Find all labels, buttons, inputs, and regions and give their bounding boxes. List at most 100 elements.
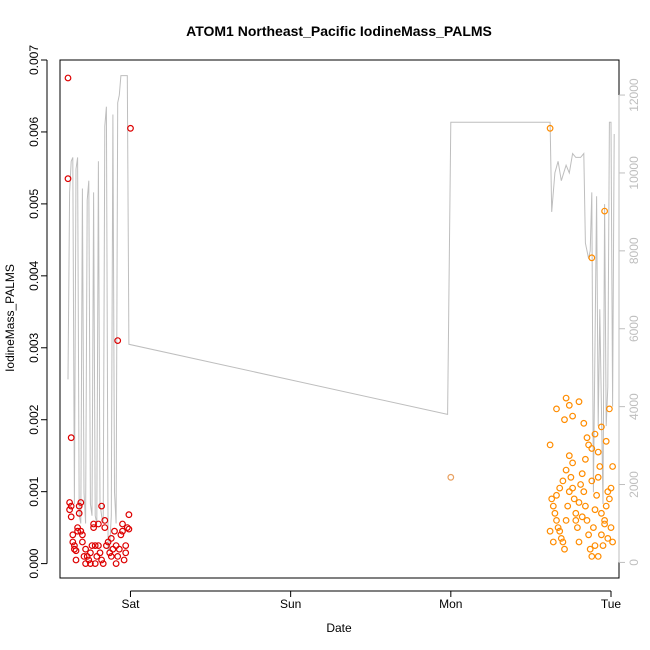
data-point-2-57 (609, 538, 616, 546)
data-point-2-7 (565, 401, 573, 409)
data-point-2-4 (562, 394, 570, 402)
y2-tick-label-2: 4000 (627, 393, 641, 420)
data-point-2-5 (553, 405, 560, 413)
y2-tick-label-1: 2000 (627, 471, 641, 498)
data-point-2-70 (585, 441, 592, 449)
data-point-0-40 (98, 556, 105, 564)
data-point-2-54 (604, 488, 612, 496)
data-point-0-37 (94, 520, 102, 528)
data-point-0-54 (115, 545, 123, 553)
data-point-0-33 (91, 542, 99, 549)
data-point-2-55 (606, 495, 613, 503)
data-point-2-16 (602, 437, 610, 445)
data-point-2-11 (583, 434, 591, 442)
data-point-2-77 (607, 484, 615, 492)
y2-tick-label-0: 0 (627, 559, 641, 566)
data-point-0-31 (90, 524, 97, 531)
data-point-2-42 (585, 531, 592, 539)
data-point-2-26 (559, 538, 567, 546)
data-point-0-2 (67, 434, 75, 442)
data-point-0-16 (74, 524, 81, 531)
data-point-2-45 (590, 524, 597, 531)
data-point-0-1 (64, 175, 72, 183)
data-point-0-17 (75, 509, 83, 517)
data-point-2-37 (577, 481, 584, 488)
data-point-0-14 (72, 556, 80, 564)
plot-frame (59, 59, 620, 579)
data-point-0-59 (122, 549, 130, 557)
data-point-0-25 (82, 545, 89, 553)
altitude-line (67, 75, 615, 551)
data-points-layer (64, 74, 616, 567)
data-point-2-33 (570, 495, 578, 503)
x-tick-label-0: Sat (121, 597, 140, 611)
data-point-2-41 (583, 517, 591, 524)
data-point-0-47 (107, 553, 115, 560)
y2-tick-label-4: 8000 (627, 237, 641, 264)
data-point-0-13 (72, 547, 80, 555)
data-point-2-29 (564, 502, 572, 510)
y-tick-label-2: 0.002 (27, 404, 41, 434)
data-point-2-58 (546, 527, 554, 535)
data-point-2-8 (569, 412, 576, 420)
data-point-0-50 (111, 527, 118, 535)
data-point-0-20 (77, 527, 85, 535)
data-point-0-3 (127, 124, 134, 132)
data-point-0-42 (101, 524, 109, 531)
x-tick-label-2: Mon (439, 597, 462, 611)
data-point-2-68 (578, 513, 586, 521)
data-point-2-73 (594, 553, 602, 560)
data-point-2-38 (578, 470, 586, 478)
data-point-2-75 (601, 520, 608, 528)
data-point-2-74 (598, 509, 605, 517)
data-point-2-28 (562, 517, 570, 524)
data-point-0-22 (78, 538, 86, 546)
data-point-2-61 (556, 484, 564, 492)
data-point-2-47 (593, 491, 600, 499)
data-point-2-66 (572, 517, 580, 524)
data-point-2-23 (554, 524, 562, 531)
data-point-2-30 (565, 488, 573, 496)
data-point-2-35 (574, 524, 581, 531)
data-point-2-64 (565, 452, 573, 460)
data-point-0-15 (74, 527, 81, 535)
data-point-2-44 (588, 553, 596, 560)
data-point-2-51 (599, 542, 607, 549)
y-tick-label-3: 0.003 (27, 332, 41, 362)
data-point-2-63 (562, 466, 570, 474)
data-point-2-15 (598, 423, 605, 431)
data-point-2-40 (582, 502, 589, 510)
data-point-0-27 (85, 556, 93, 564)
altitude-line-layer (67, 75, 615, 551)
data-point-2-62 (559, 477, 567, 485)
data-point-2-34 (572, 509, 580, 517)
data-point-2-0 (546, 124, 554, 132)
data-point-0-10 (69, 538, 77, 546)
y-axis-label: IodineMass_PALMS (3, 264, 17, 372)
data-point-2-56 (607, 524, 615, 531)
x-axis-label: Date (326, 621, 352, 635)
data-point-0-28 (86, 560, 94, 567)
data-point-2-10 (580, 419, 588, 427)
y2-tick-label-3: 6000 (627, 315, 641, 342)
data-point-0-12 (70, 545, 78, 553)
data-point-1-0 (447, 473, 455, 481)
data-point-2-50 (598, 531, 605, 539)
data-point-0-34 (91, 560, 99, 567)
data-point-0-21 (78, 531, 86, 539)
data-point-2-14 (594, 448, 602, 456)
data-point-2-46 (591, 506, 599, 514)
data-point-0-56 (119, 527, 126, 535)
data-point-0-49 (109, 545, 117, 553)
data-point-2-67 (575, 499, 583, 506)
data-point-2-72 (591, 542, 599, 549)
data-point-0-62 (125, 511, 133, 519)
data-point-2-76 (604, 535, 612, 542)
data-point-0-30 (88, 542, 96, 549)
data-point-2-31 (567, 473, 575, 481)
data-point-0-5 (66, 499, 73, 506)
data-point-0-38 (96, 549, 104, 557)
data-point-2-17 (606, 405, 613, 413)
y-axis-right: 0 2000 4000 6000 8000 10000 12000 (618, 78, 641, 566)
